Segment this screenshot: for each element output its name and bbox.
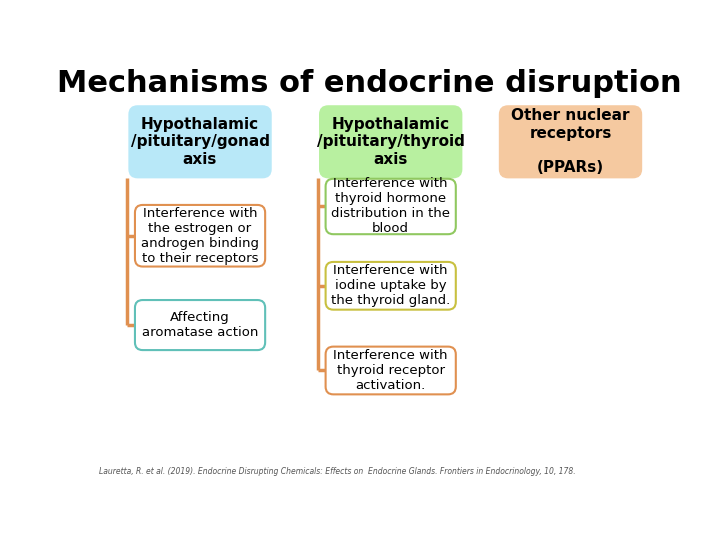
Text: Lauretta, R. et al. (2019). Endocrine Disrupting Chemicals: Effects on  Endocrin: Lauretta, R. et al. (2019). Endocrine Di… [99, 467, 576, 476]
FancyBboxPatch shape [499, 105, 642, 178]
FancyBboxPatch shape [135, 205, 265, 267]
Text: Interference with
thyroid hormone
distribution in the
blood: Interference with thyroid hormone distri… [331, 178, 450, 235]
FancyBboxPatch shape [128, 105, 271, 178]
Text: Hypothalamic
/pituitary/thyroid
axis: Hypothalamic /pituitary/thyroid axis [317, 117, 464, 167]
Text: Interference with
the estrogen or
androgen binding
to their receptors: Interference with the estrogen or androg… [141, 207, 259, 265]
Text: Other nuclear
receptors

(PPARs): Other nuclear receptors (PPARs) [511, 108, 630, 176]
Text: Mechanisms of endocrine disruption: Mechanisms of endocrine disruption [57, 69, 681, 98]
Text: Affecting
aromatase action: Affecting aromatase action [142, 311, 258, 339]
FancyBboxPatch shape [325, 179, 456, 234]
FancyBboxPatch shape [319, 105, 462, 178]
FancyBboxPatch shape [135, 300, 265, 350]
Text: Interference with
iodine uptake by
the thyroid gland.: Interference with iodine uptake by the t… [331, 264, 450, 307]
Text: Hypothalamic
/pituitary/gonad
axis: Hypothalamic /pituitary/gonad axis [130, 117, 269, 167]
Text: Interference with
thyroid receptor
activation.: Interference with thyroid receptor activ… [333, 349, 448, 392]
FancyBboxPatch shape [325, 347, 456, 394]
FancyBboxPatch shape [325, 262, 456, 309]
